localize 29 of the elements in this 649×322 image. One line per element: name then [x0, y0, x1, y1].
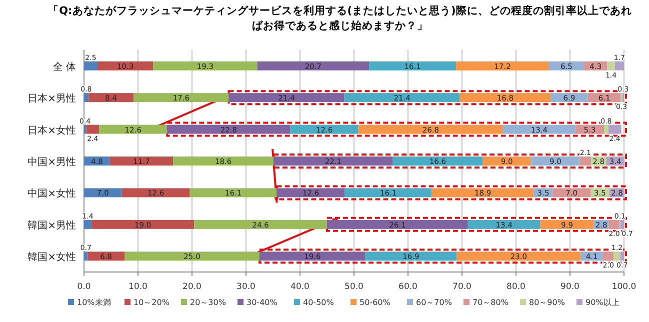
- x-tick-label: 40.0: [290, 282, 310, 292]
- legend-label: 20～30%: [190, 298, 226, 307]
- chart-title: 「Q:あなたがフラッシュマーケティングサービスを利用する(またはしたいと思う)際に、どの程度の割引率以上であればお得であると感じ始めますか？」: [48, 4, 632, 32]
- x-tick-label: 50.0: [344, 282, 364, 292]
- x-tick-label: 30.0: [236, 282, 256, 292]
- x-tick-label: 100.0: [612, 282, 636, 292]
- legend-label: 10～20%: [134, 298, 170, 307]
- y-tick-label: 日本×女性: [28, 124, 76, 136]
- x-tick-label: 20.0: [182, 282, 202, 292]
- legend-label: 70～80%: [472, 298, 509, 307]
- legend-label: 50-60%: [360, 298, 391, 307]
- x-tick-label: 80.0: [506, 282, 526, 292]
- legend-label: 40-50%: [303, 298, 334, 307]
- x-tick-label: 10.0: [128, 282, 148, 292]
- legend-label: 80～90%: [529, 298, 566, 307]
- x-tick-label: 90.0: [560, 282, 580, 292]
- x-tick-label: 0.0: [77, 282, 91, 292]
- legend-label: 90%以上: [586, 298, 620, 307]
- y-tick-label: 韓国×男性: [28, 219, 76, 232]
- y-tick-label: 日本×男性: [28, 92, 76, 105]
- y-tick-label: 中国×女性: [28, 188, 76, 200]
- legend-label: 30-40%: [246, 298, 278, 307]
- y-tick-label: 全 体: [52, 60, 76, 73]
- x-tick-label: 70.0: [452, 282, 472, 292]
- y-tick-label: 中国×男性: [28, 156, 76, 168]
- y-tick-label: 韓国×女性: [28, 251, 76, 264]
- legend-label: 60～70%: [416, 298, 452, 307]
- legend-label: 10%未満: [77, 298, 111, 307]
- x-tick-label: 60.0: [398, 282, 418, 292]
